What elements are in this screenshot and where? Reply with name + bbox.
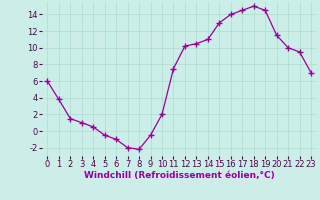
X-axis label: Windchill (Refroidissement éolien,°C): Windchill (Refroidissement éolien,°C): [84, 171, 275, 180]
